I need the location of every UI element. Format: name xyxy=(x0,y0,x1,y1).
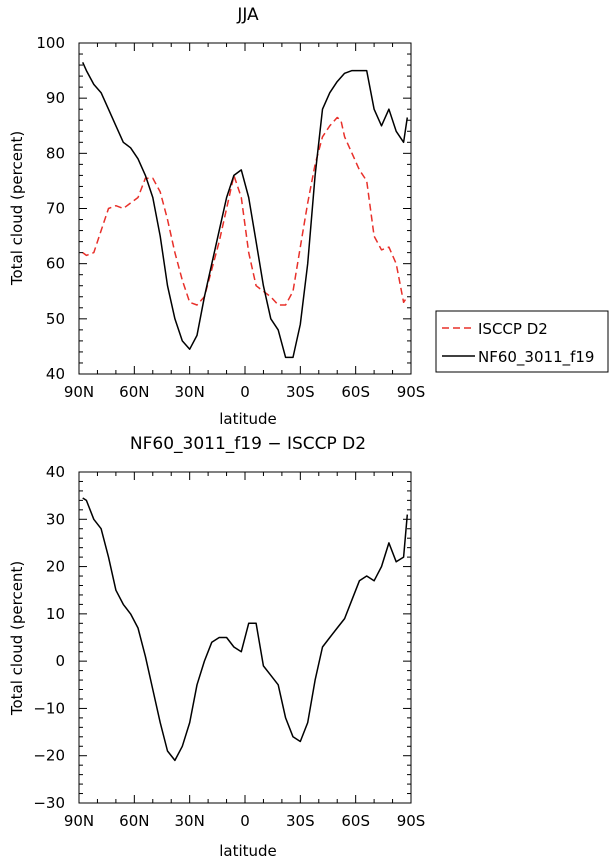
bottom-series-group xyxy=(82,497,409,762)
legend: ISCCP D2 NF60_3011_f19 xyxy=(435,310,609,373)
x-tick-label: 30S xyxy=(286,383,315,401)
legend-label-model: NF60_3011_f19 xyxy=(478,348,594,367)
top-x-tick-labels: 90N 60N 30N 0 30S 60S 90S xyxy=(64,383,425,401)
y-tick-label: 70 xyxy=(46,200,65,218)
top-panel: JJA latitude Total cloud (percent) 90N 60… xyxy=(8,5,425,428)
top-plot-frame xyxy=(78,42,412,375)
x-tick-label: 90N xyxy=(64,383,94,401)
x-tick-label: 0 xyxy=(240,383,250,401)
y-tick-label: 80 xyxy=(46,144,65,162)
top-y-tick-labels: 40 50 60 70 80 90 100 xyxy=(36,34,65,383)
x-tick-label: 30S xyxy=(286,812,315,830)
x-tick-label: 60N xyxy=(119,812,149,830)
y-tick-label: −30 xyxy=(33,794,65,812)
top-series-line-0 xyxy=(82,116,408,306)
y-tick-label: 20 xyxy=(46,558,65,576)
x-tick-label: 0 xyxy=(240,812,250,830)
x-tick-label: 90N xyxy=(64,812,94,830)
y-tick-label: 90 xyxy=(46,89,65,107)
legend-box xyxy=(435,310,609,373)
x-tick-label: 90S xyxy=(397,383,426,401)
top-tick-marks xyxy=(78,42,412,375)
bottom-panel: NF60_3011_f19 − ISCCP D2 latitude Total … xyxy=(8,434,425,860)
top-chart-title: JJA xyxy=(236,5,259,25)
x-tick-label: 90S xyxy=(397,812,426,830)
y-tick-label: 0 xyxy=(55,652,65,670)
bottom-x-axis-label: latitude xyxy=(219,842,277,860)
legend-label-isccp: ISCCP D2 xyxy=(478,320,548,338)
y-tick-label: 30 xyxy=(46,510,65,528)
y-tick-label: −20 xyxy=(33,747,65,765)
top-series-group xyxy=(82,61,409,359)
bottom-y-axis-label: Total cloud (percent) xyxy=(8,561,26,716)
bottom-chart-title: NF60_3011_f19 − ISCCP D2 xyxy=(130,434,366,454)
bottom-tick-marks xyxy=(78,471,412,804)
x-tick-label: 60S xyxy=(341,383,370,401)
x-tick-label: 30N xyxy=(175,812,205,830)
y-tick-label: 40 xyxy=(46,365,65,383)
bottom-y-tick-labels: −30 −20 −10 0 10 20 30 40 xyxy=(33,463,65,812)
top-y-axis-label: Total cloud (percent) xyxy=(8,131,26,286)
top-series-line-1 xyxy=(82,61,409,359)
y-tick-label: 100 xyxy=(36,34,65,52)
x-tick-label: 60N xyxy=(119,383,149,401)
top-x-axis-label: latitude xyxy=(219,410,277,428)
bottom-x-tick-labels: 90N 60N 30N 0 30S 60S 90S xyxy=(64,812,425,830)
y-tick-label: 60 xyxy=(46,255,65,273)
x-tick-label: 60S xyxy=(341,812,370,830)
bot-series-line-0 xyxy=(82,497,409,762)
y-tick-label: 40 xyxy=(46,463,65,481)
y-tick-label: 50 xyxy=(46,310,65,328)
y-tick-label: −10 xyxy=(33,699,65,717)
y-tick-label: 10 xyxy=(46,605,65,623)
x-tick-label: 30N xyxy=(175,383,205,401)
